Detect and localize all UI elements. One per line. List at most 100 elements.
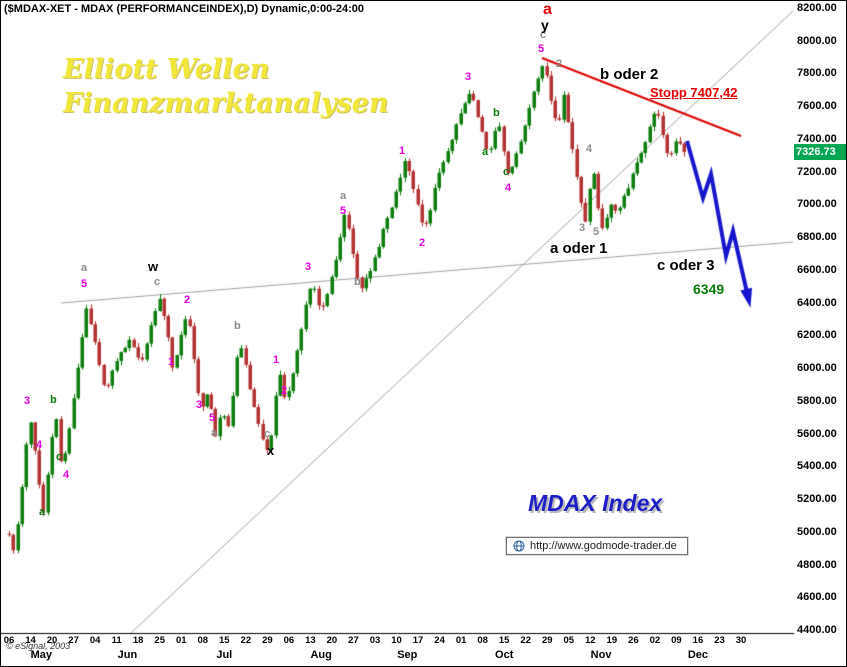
price-tick-label: 6000.00 xyxy=(797,362,837,375)
wave-label: 3 xyxy=(305,261,312,273)
watermark-line2: Finanzmarktanalysen xyxy=(63,87,389,119)
wave-label: 3 xyxy=(24,395,31,407)
label-a-top: a xyxy=(543,1,552,18)
index-name-label: MDAX Index xyxy=(528,490,663,516)
watermark: Elliott Wellen Finanzmarktanalysen xyxy=(63,53,389,121)
price-tick-label: 6400.00 xyxy=(797,296,837,309)
month-label: Oct xyxy=(495,649,514,661)
date-tick-label: 23 xyxy=(714,635,725,646)
month-label: Sep xyxy=(397,649,418,661)
wave-label: b xyxy=(234,320,241,332)
wave-label: 4 xyxy=(505,182,512,194)
date-tick-label: 25 xyxy=(154,635,165,646)
month-label: Jun xyxy=(117,649,138,661)
watermark-line1: Elliott Wellen xyxy=(63,54,270,85)
price-tick-label: 7600.00 xyxy=(797,100,837,113)
wave-label: 5 xyxy=(209,412,216,424)
label-y-top: y xyxy=(541,17,549,33)
date-tick-label: 24 xyxy=(434,635,445,646)
date-tick-label: 02 xyxy=(649,635,661,646)
wave-label: 5 xyxy=(340,205,347,217)
website-link-button[interactable]: http://www.godmode-trader.de xyxy=(505,536,689,556)
label-b-oder-2: b oder 2 xyxy=(600,66,659,83)
date-tick-label: 01 xyxy=(175,635,187,646)
wave-label: 3 xyxy=(196,399,203,411)
wave-label: 3 xyxy=(579,222,586,234)
date-tick-label: 26 xyxy=(628,635,639,646)
date-tick-label: 03 xyxy=(369,635,381,646)
wave-label: 1 xyxy=(273,354,280,366)
date-tick-label: 06 xyxy=(283,635,295,646)
date-tick-label: 12 xyxy=(585,635,596,646)
price-tick-label: 4800.00 xyxy=(797,558,837,571)
price-tick-label: 7800.00 xyxy=(797,67,837,80)
wave-label: 4 xyxy=(63,469,70,481)
date-tick-label: 29 xyxy=(262,635,273,646)
month-label: Aug xyxy=(310,649,332,661)
date-tick-label: 22 xyxy=(520,635,532,646)
date-tick-label: 09 xyxy=(671,635,682,646)
price-tick-label: 8200.00 xyxy=(797,2,837,14)
month-label: Jul xyxy=(216,649,233,661)
date-tick-label: 27 xyxy=(68,635,79,646)
wave-label: 2 xyxy=(556,58,563,70)
website-url: http://www.godmode-trader.de xyxy=(530,540,677,552)
date-tick-label: 04 xyxy=(89,635,101,646)
date-tick-label: 30 xyxy=(735,635,747,646)
date-tick-label: 15 xyxy=(219,635,230,646)
date-tick-label: 08 xyxy=(197,635,209,646)
price-tick-label: 5200.00 xyxy=(797,493,837,506)
wave-label: 5 xyxy=(538,43,545,55)
date-tick-label: 29 xyxy=(541,635,553,646)
price-tick-label: 4600.00 xyxy=(797,591,837,604)
date-tick-label: 08 xyxy=(477,635,488,646)
wave-label: b xyxy=(50,394,57,406)
price-tick-label: 5000.00 xyxy=(797,525,837,538)
wave-label: 1 xyxy=(168,356,175,368)
label-pivot-w: w xyxy=(148,259,159,274)
date-tick-label: 05 xyxy=(563,635,575,646)
last-price-badge: 7326.73 xyxy=(794,143,846,160)
date-tick-label: 06 xyxy=(3,635,15,646)
price-tick-label: 6200.00 xyxy=(797,329,837,342)
date-tick-label: 13 xyxy=(305,635,316,646)
wave-label: b xyxy=(354,276,361,288)
date-tick-label: 01 xyxy=(455,635,467,646)
wave-label: c xyxy=(540,29,547,41)
price-tick-label: 5600.00 xyxy=(797,427,837,440)
month-label: Dec xyxy=(687,649,709,661)
wave-label: c xyxy=(154,276,161,288)
price-tick-label: 8000.00 xyxy=(797,34,837,47)
label-pivot-x: x xyxy=(267,443,275,458)
date-tick-label: 15 xyxy=(498,635,510,646)
wave-label: b xyxy=(493,107,500,119)
label-c-oder-3: c oder 3 xyxy=(657,257,715,274)
price-tick-label: 5400.00 xyxy=(797,460,837,473)
date-tick-label: 10 xyxy=(391,635,402,646)
price-tick-label: 5800.00 xyxy=(797,394,837,407)
date-tick-label: 27 xyxy=(348,635,359,646)
date-tick-label: 17 xyxy=(412,635,424,646)
globe-icon xyxy=(513,540,525,552)
wave-label: 2 xyxy=(419,237,426,249)
label-target-6349: 6349 xyxy=(693,281,725,297)
wave-label: c xyxy=(264,428,271,440)
wave-label: 2 xyxy=(281,385,288,397)
price-tick-label: 7000.00 xyxy=(797,198,837,211)
price-tick-label: 7400.00 xyxy=(797,132,837,145)
date-tick-label: 14 xyxy=(25,635,36,646)
month-label: May xyxy=(30,649,52,661)
wave-label: a xyxy=(211,427,218,439)
wave-label: 4 xyxy=(36,439,43,451)
wave-label: c xyxy=(503,166,510,178)
wave-label: a xyxy=(482,146,489,158)
wave-label: 3 xyxy=(465,71,472,83)
wave-label: c xyxy=(56,451,63,463)
date-tick-label: 20 xyxy=(326,635,338,646)
chart-title: ($MDAX-XET - MDAX (PERFORMANCEINDEX),D) … xyxy=(4,3,364,15)
price-tick-label: 6600.00 xyxy=(797,263,837,276)
month-label: Nov xyxy=(590,649,612,661)
price-tick-label: 6800.00 xyxy=(797,231,837,244)
